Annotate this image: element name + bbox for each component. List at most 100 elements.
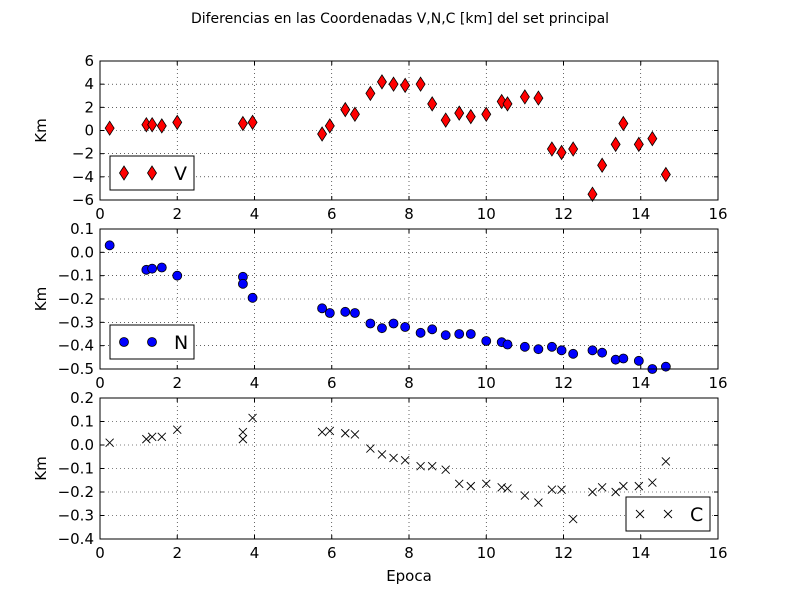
subplots: 0 2 4 6 8 10 12 14 16 −6 −4 −2 0 2 4 6 Km V 0 2 4 6 8 10 12 14 16 −…	[32, 52, 728, 585]
data-point-v	[247, 114, 258, 131]
data-point-n	[660, 361, 671, 372]
x-tick-label: 2	[172, 544, 182, 562]
x-tick-label: 12	[554, 205, 573, 223]
x-tick-label: 6	[327, 374, 337, 392]
data-point-c-stroke-b	[172, 425, 182, 435]
data-point-c-stroke-b	[157, 432, 167, 442]
series-v	[104, 74, 671, 202]
legend-marker	[119, 165, 129, 181]
data-point-v	[519, 89, 530, 105]
data-point-c-stroke-b	[147, 432, 157, 442]
data-point-v	[237, 115, 248, 132]
data-point-c	[389, 453, 398, 463]
data-point-v	[568, 141, 579, 157]
x-tick-label: 2	[172, 205, 182, 223]
data-point-c-stroke-b	[547, 485, 557, 494]
data-point-v	[556, 144, 567, 161]
x-tick-label: 14	[631, 205, 650, 223]
y-tick-label: −0.4	[58, 530, 94, 548]
x-tick-label: 16	[708, 205, 727, 223]
data-point-c-stroke-b	[466, 481, 476, 491]
data-point-v	[104, 120, 115, 136]
data-point-v	[376, 74, 387, 90]
data-point-n	[172, 270, 183, 281]
data-point-c	[497, 482, 507, 492]
legend-marker	[147, 337, 157, 347]
data-point-n	[481, 336, 492, 346]
x-tick-label: 12	[554, 544, 573, 562]
data-point-n	[547, 341, 557, 352]
data-point-c	[317, 427, 327, 437]
x-tick-label: 12	[554, 374, 573, 392]
data-point-n	[597, 347, 608, 358]
data-point-n	[238, 278, 248, 289]
data-point-v	[660, 166, 671, 183]
data-point-c	[661, 457, 671, 466]
data-point-c-stroke-b	[248, 413, 257, 423]
data-point-v	[533, 90, 544, 106]
data-point-c-stroke-b	[105, 438, 114, 447]
x-tick-label: 10	[477, 544, 496, 562]
data-point-v	[400, 77, 411, 94]
legend-c: C	[625, 496, 711, 532]
data-point-c-stroke-b	[619, 481, 628, 491]
data-point-n	[324, 308, 335, 318]
data-point-c-stroke-b	[350, 430, 360, 439]
data-point-c-stroke-b	[377, 450, 387, 459]
data-point-c	[454, 479, 464, 489]
data-point-n	[340, 306, 351, 317]
data-point-c-stroke-b	[557, 485, 566, 494]
data-point-n	[247, 292, 258, 303]
data-point-c	[634, 481, 644, 491]
data-point-c	[142, 434, 151, 444]
x-tick-label: 6	[327, 205, 337, 223]
data-point-n	[350, 308, 360, 318]
data-point-c-stroke-b	[568, 514, 578, 524]
data-point-c	[520, 491, 530, 500]
y-tick-label: −0.5	[58, 360, 94, 378]
data-point-c-stroke-b	[520, 491, 530, 500]
data-point-n	[388, 318, 399, 329]
y-tick-label: 2	[84, 98, 94, 116]
data-point-c-stroke-b	[427, 461, 437, 471]
data-point-c	[427, 461, 437, 471]
data-point-c-stroke-b	[497, 482, 507, 492]
data-point-c	[481, 479, 491, 489]
data-point-v	[502, 96, 513, 112]
y-tick-label: 0.0	[70, 243, 94, 261]
data-point-c	[441, 465, 451, 474]
y-tick-label: −0.4	[58, 337, 94, 355]
data-point-c	[147, 432, 157, 442]
data-point-c-stroke-b	[441, 465, 451, 474]
y-axis-label-v: Km	[32, 118, 50, 142]
x-tick-label: 0	[95, 374, 105, 392]
data-point-c	[619, 481, 628, 491]
data-point-n	[533, 344, 544, 355]
legend-n: N	[109, 324, 195, 360]
data-point-c-stroke-b	[238, 427, 248, 437]
x-tick-label: 4	[250, 544, 260, 562]
data-point-c	[588, 487, 597, 497]
data-point-c-stroke-b	[142, 434, 151, 444]
data-point-v	[546, 141, 557, 157]
data-point-v	[427, 96, 438, 112]
x-axis-label: Epoca	[386, 567, 432, 585]
y-tick-label: 4	[84, 75, 94, 93]
x-tick-label: 14	[631, 544, 650, 562]
x-tick-label: 16	[708, 374, 727, 392]
subplot-c: 0 2 4 6 8 10 12 14 16 −0.4 −0.3 −0.2 −0.1 0.0 0.1 0.2 Km…	[32, 389, 728, 585]
data-point-c-stroke-b	[389, 453, 398, 463]
data-point-n	[365, 318, 376, 329]
data-point-c	[503, 484, 512, 493]
y-tick-label: −0.2	[58, 483, 94, 501]
data-point-n	[440, 330, 451, 341]
data-point-n	[415, 327, 426, 338]
x-tick-label: 4	[250, 205, 260, 223]
data-point-c-stroke-b	[634, 481, 644, 491]
y-tick-label: −6	[72, 191, 94, 209]
data-point-v	[317, 126, 328, 142]
data-point-v	[156, 118, 167, 134]
data-point-c-stroke-b	[588, 487, 597, 497]
legend-marker	[147, 165, 157, 181]
data-point-c	[400, 455, 410, 465]
